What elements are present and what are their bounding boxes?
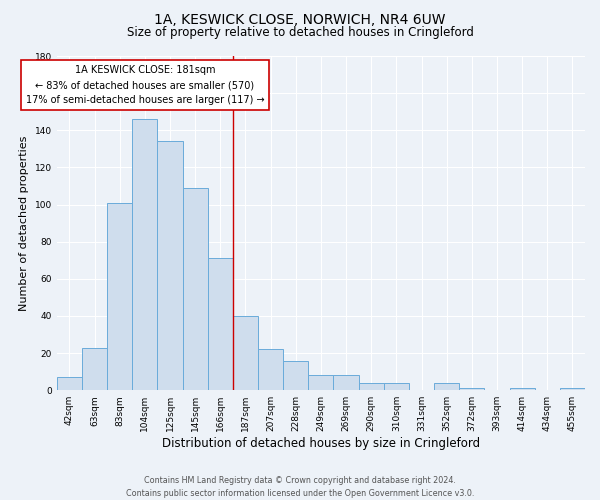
Bar (233, 316, 258, 390)
Bar (283, 360, 308, 390)
Bar (434, 383, 459, 390)
Bar (334, 376, 359, 390)
Bar (509, 388, 535, 390)
Bar (107, 202, 132, 390)
X-axis label: Distribution of detached houses by size in Cringleford: Distribution of detached houses by size … (162, 437, 480, 450)
Bar (82, 348, 107, 390)
Bar (57, 377, 82, 390)
Bar (459, 388, 484, 390)
Bar (258, 350, 283, 390)
Text: 1A KESWICK CLOSE: 181sqm
← 83% of detached houses are smaller (570)
17% of semi-: 1A KESWICK CLOSE: 181sqm ← 83% of detach… (26, 66, 264, 105)
Bar (182, 188, 208, 390)
Text: Contains HM Land Registry data © Crown copyright and database right 2024.
Contai: Contains HM Land Registry data © Crown c… (126, 476, 474, 498)
Y-axis label: Number of detached properties: Number of detached properties (19, 136, 29, 311)
Bar (132, 119, 157, 390)
Bar (208, 258, 233, 390)
Text: 1A, KESWICK CLOSE, NORWICH, NR4 6UW: 1A, KESWICK CLOSE, NORWICH, NR4 6UW (154, 12, 446, 26)
Text: Size of property relative to detached houses in Cringleford: Size of property relative to detached ho… (127, 26, 473, 39)
Bar (308, 376, 334, 390)
Bar (384, 383, 409, 390)
Bar (560, 388, 585, 390)
Bar (157, 142, 182, 390)
Bar (359, 383, 384, 390)
